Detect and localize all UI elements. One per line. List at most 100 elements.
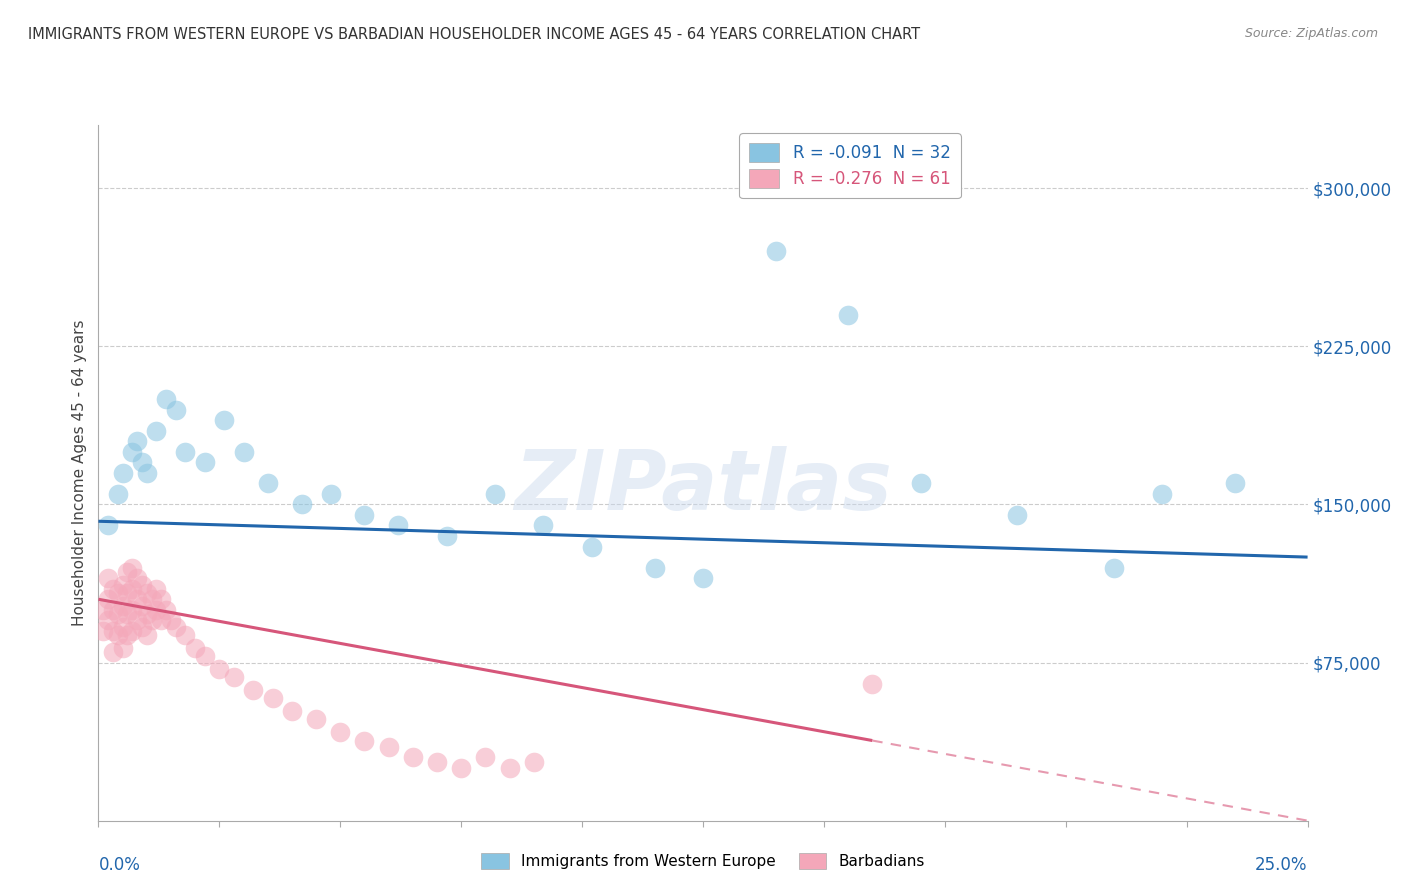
Point bbox=[121, 560, 143, 574]
Point bbox=[127, 571, 149, 585]
Point bbox=[121, 624, 143, 638]
Point bbox=[141, 592, 163, 607]
Point bbox=[150, 592, 173, 607]
Text: 0.0%: 0.0% bbox=[98, 856, 141, 874]
Point bbox=[305, 713, 328, 727]
Point bbox=[174, 628, 197, 642]
Point bbox=[910, 476, 932, 491]
Point bbox=[131, 599, 153, 613]
Point bbox=[150, 613, 173, 627]
Point bbox=[450, 761, 472, 775]
Point bbox=[135, 466, 157, 480]
Point bbox=[194, 455, 217, 469]
Point bbox=[107, 487, 129, 501]
Point bbox=[174, 444, 197, 458]
Point bbox=[135, 586, 157, 600]
Point bbox=[1102, 560, 1125, 574]
Point bbox=[436, 529, 458, 543]
Point bbox=[91, 624, 114, 638]
Point bbox=[131, 455, 153, 469]
Point bbox=[97, 571, 120, 585]
Text: 25.0%: 25.0% bbox=[1256, 856, 1308, 874]
Point bbox=[97, 613, 120, 627]
Point bbox=[184, 640, 207, 655]
Point bbox=[127, 434, 149, 449]
Point bbox=[860, 676, 883, 690]
Point bbox=[97, 518, 120, 533]
Point bbox=[319, 487, 342, 501]
Point bbox=[474, 750, 496, 764]
Point bbox=[117, 586, 139, 600]
Point bbox=[692, 571, 714, 585]
Point bbox=[498, 761, 520, 775]
Text: Source: ZipAtlas.com: Source: ZipAtlas.com bbox=[1244, 27, 1378, 40]
Point bbox=[581, 540, 603, 554]
Point bbox=[117, 628, 139, 642]
Point bbox=[111, 466, 134, 480]
Point bbox=[281, 704, 304, 718]
Point bbox=[135, 628, 157, 642]
Point bbox=[117, 565, 139, 579]
Point bbox=[523, 755, 546, 769]
Point bbox=[262, 691, 284, 706]
Text: IMMIGRANTS FROM WESTERN EUROPE VS BARBADIAN HOUSEHOLDER INCOME AGES 45 - 64 YEAR: IMMIGRANTS FROM WESTERN EUROPE VS BARBAD… bbox=[28, 27, 921, 42]
Point bbox=[121, 582, 143, 596]
Point bbox=[127, 592, 149, 607]
Point bbox=[232, 444, 254, 458]
Point bbox=[101, 645, 124, 659]
Point bbox=[111, 620, 134, 634]
Point bbox=[165, 620, 187, 634]
Legend: R = -0.091  N = 32, R = -0.276  N = 61: R = -0.091 N = 32, R = -0.276 N = 61 bbox=[740, 133, 960, 198]
Point bbox=[387, 518, 409, 533]
Point bbox=[145, 582, 167, 596]
Point bbox=[242, 682, 264, 697]
Point bbox=[165, 402, 187, 417]
Point bbox=[290, 497, 312, 511]
Point bbox=[101, 624, 124, 638]
Point bbox=[111, 599, 134, 613]
Point bbox=[484, 487, 506, 501]
Point bbox=[131, 577, 153, 591]
Point bbox=[208, 662, 231, 676]
Point bbox=[837, 308, 859, 322]
Point bbox=[107, 628, 129, 642]
Y-axis label: Householder Income Ages 45 - 64 years: Householder Income Ages 45 - 64 years bbox=[72, 319, 87, 626]
Point bbox=[212, 413, 235, 427]
Point bbox=[127, 613, 149, 627]
Point bbox=[135, 607, 157, 621]
Point bbox=[426, 755, 449, 769]
Point bbox=[117, 607, 139, 621]
Point bbox=[644, 560, 666, 574]
Point bbox=[160, 613, 183, 627]
Point bbox=[155, 603, 177, 617]
Point bbox=[145, 424, 167, 438]
Point bbox=[91, 603, 114, 617]
Point bbox=[107, 607, 129, 621]
Point bbox=[1007, 508, 1029, 522]
Point bbox=[111, 640, 134, 655]
Point bbox=[222, 670, 245, 684]
Point bbox=[353, 508, 375, 522]
Point bbox=[121, 603, 143, 617]
Text: ZIPatlas: ZIPatlas bbox=[515, 446, 891, 527]
Point bbox=[194, 649, 217, 664]
Point bbox=[402, 750, 425, 764]
Point bbox=[97, 592, 120, 607]
Point bbox=[1223, 476, 1246, 491]
Point bbox=[101, 603, 124, 617]
Point bbox=[353, 733, 375, 747]
Point bbox=[107, 586, 129, 600]
Point bbox=[141, 613, 163, 627]
Point bbox=[155, 392, 177, 406]
Point bbox=[145, 603, 167, 617]
Point bbox=[101, 582, 124, 596]
Point bbox=[121, 444, 143, 458]
Legend: Immigrants from Western Europe, Barbadians: Immigrants from Western Europe, Barbadia… bbox=[475, 847, 931, 875]
Point bbox=[531, 518, 554, 533]
Point bbox=[329, 725, 352, 739]
Point bbox=[1152, 487, 1174, 501]
Point bbox=[765, 244, 787, 259]
Point bbox=[131, 620, 153, 634]
Point bbox=[256, 476, 278, 491]
Point bbox=[111, 577, 134, 591]
